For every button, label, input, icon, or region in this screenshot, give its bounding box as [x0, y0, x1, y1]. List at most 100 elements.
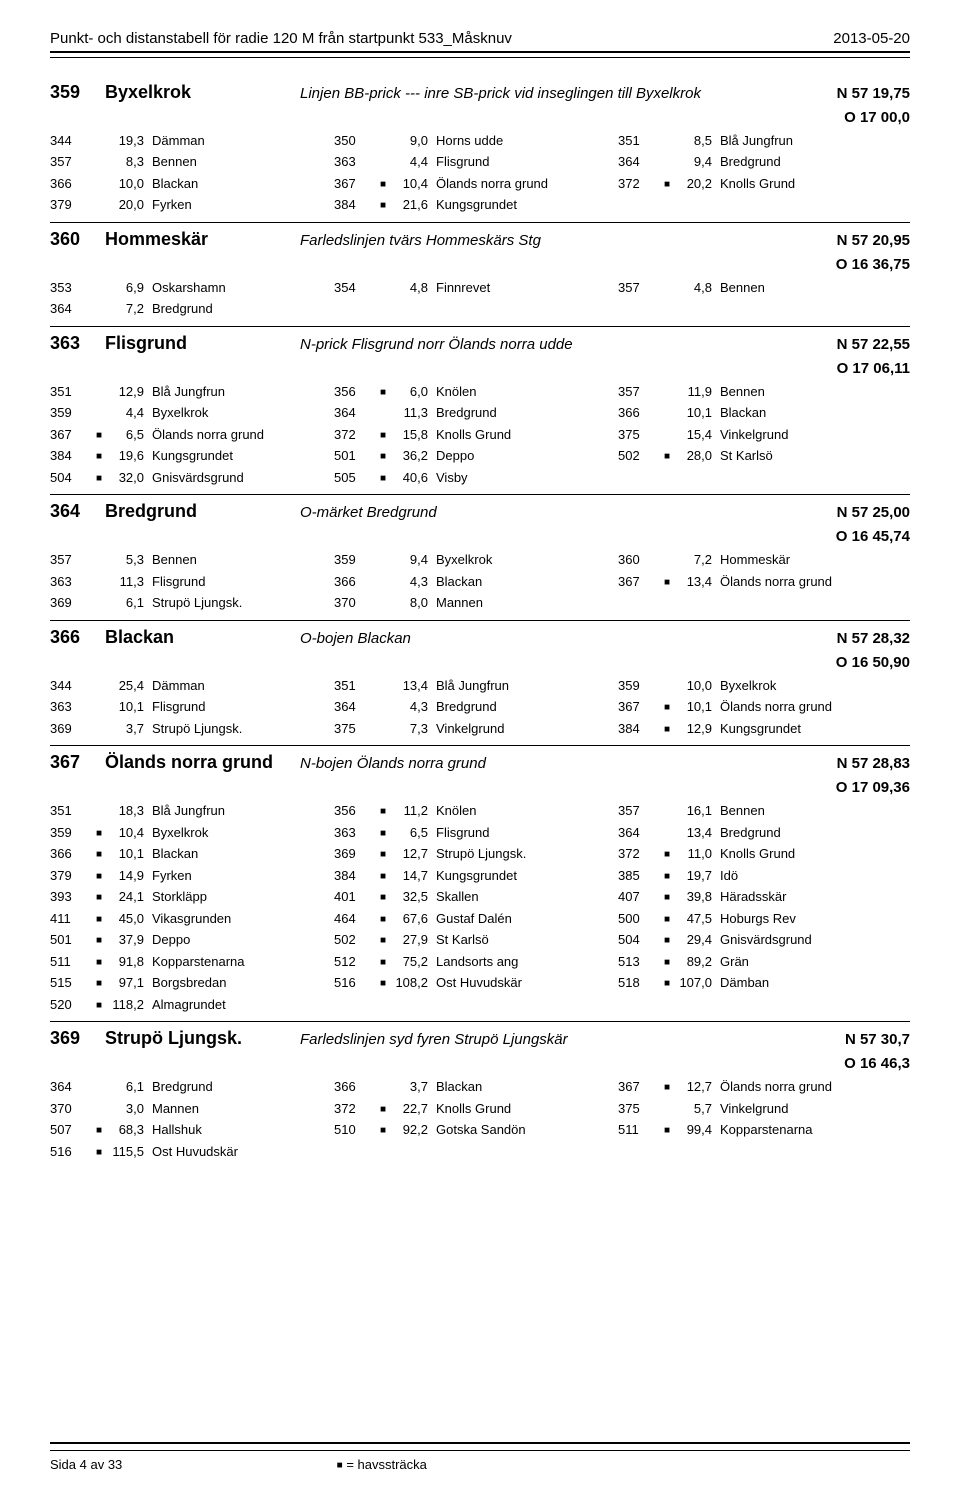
cell-id: 344 [50, 130, 92, 151]
table-row: 36310,1Flisgrund3644,3Bredgrund367■10,1Ö… [50, 696, 910, 718]
data-cell: 3664,3Blackan [334, 571, 618, 593]
cell-id: 372 [334, 424, 376, 445]
cell-distance: 15,4 [674, 424, 718, 445]
data-cell: 502■28,0St Karlsö [618, 445, 902, 467]
sea-mark-icon: ■ [660, 700, 674, 717]
cell-name: Horns udde [434, 130, 618, 151]
cell-id: 366 [50, 843, 92, 864]
section: 369Strupö Ljungsk.Farledslinjen syd fyre… [50, 1021, 910, 1162]
section-coord-o: O 16 36,75 [50, 256, 910, 273]
header-title: Punkt- och distanstabell för radie 120 M… [50, 30, 512, 47]
cell-id: 379 [50, 865, 92, 886]
cell-distance: 10,1 [106, 696, 150, 717]
cell-name: Bredgrund [434, 402, 618, 423]
data-cell: 34425,4Dämman [50, 675, 334, 696]
cell-name: Borgsbredan [150, 972, 334, 993]
section-description: Farledslinjen tvärs Hommeskärs Stg [300, 232, 837, 249]
cell-id: 507 [50, 1119, 92, 1140]
sea-mark-icon: ■ [660, 575, 674, 592]
cell-name: Gotska Sandön [434, 1119, 618, 1140]
cell-id: 357 [618, 381, 660, 402]
section-header: 369Strupö Ljungsk.Farledslinjen syd fyre… [50, 1028, 910, 1049]
cell-name: Knölen [434, 381, 618, 402]
section-name: Blackan [105, 627, 300, 648]
cell-id: 357 [50, 151, 92, 172]
section-description: N-prick Flisgrund norr Ölands norra udde [300, 336, 837, 353]
sea-mark-icon: ■ [376, 177, 390, 194]
cell-distance: 36,2 [390, 445, 434, 466]
sea-mark-icon: ■ [92, 998, 106, 1015]
cell-name: Bredgrund [718, 151, 902, 172]
table-row: 384■19,6Kungsgrundet501■36,2Deppo502■28,… [50, 445, 910, 467]
cell-name: Bennen [150, 151, 334, 172]
cell-name: Vinkelgrund [718, 1098, 902, 1119]
sea-mark-icon: ■ [92, 428, 106, 445]
cell-distance: 10,0 [674, 675, 718, 696]
data-cell: 513■89,2Grän [618, 951, 902, 973]
cell-name: Almagrundet [150, 994, 334, 1015]
data-cell: 384■19,6Kungsgrundet [50, 445, 334, 467]
cell-id: 385 [618, 865, 660, 886]
header-date: 2013-05-20 [833, 30, 910, 47]
header-rule [50, 57, 910, 58]
cell-id: 364 [334, 402, 376, 423]
cell-name: Kungsgrundet [434, 194, 618, 215]
data-cell: 3693,7Strupö Ljungsk. [50, 718, 334, 740]
cell-distance: 11,3 [106, 571, 150, 592]
cell-distance: 8,0 [390, 592, 434, 613]
section-coord-n: N 57 28,83 [837, 755, 910, 772]
section-coord-o: O 17 00,0 [50, 109, 910, 126]
cell-distance: 97,1 [106, 972, 150, 993]
cell-id: 367 [334, 173, 376, 194]
cell-distance: 37,9 [106, 929, 150, 950]
sea-mark-icon: ■ [376, 1102, 390, 1119]
cell-distance: 4,8 [390, 277, 434, 298]
cell-name: Flisgrund [150, 696, 334, 717]
cell-id: 369 [50, 718, 92, 739]
sea-mark-icon: ■ [660, 869, 674, 886]
cell-distance: 89,2 [674, 951, 718, 972]
cell-id: 366 [50, 173, 92, 194]
cell-name: Dämban [718, 972, 902, 993]
data-cell: 369■12,7Strupö Ljungsk. [334, 843, 618, 865]
cell-distance: 8,3 [106, 151, 150, 172]
table-row: 411■45,0Vikasgrunden464■67,6Gustaf Dalén… [50, 908, 910, 930]
cell-distance: 107,0 [674, 972, 718, 993]
section-id: 364 [50, 501, 105, 522]
sea-mark-icon: ■ [660, 890, 674, 907]
cell-id: 360 [618, 549, 660, 570]
table-row: 3693,7Strupö Ljungsk.3757,3Vinkelgrund38… [50, 718, 910, 740]
cell-id: 367 [618, 696, 660, 717]
cell-name: Dämman [150, 130, 334, 151]
section-header: 367Ölands norra grundN-bojen Ölands norr… [50, 752, 910, 773]
sea-mark-icon: ■ [92, 826, 106, 843]
table-row: 359■10,4Byxelkrok363■6,5Flisgrund36413,4… [50, 822, 910, 844]
section: 364BredgrundO-märket BredgrundN 57 25,00… [50, 494, 910, 613]
cell-name: Blå Jungfrun [150, 381, 334, 402]
cell-id: 364 [334, 696, 376, 717]
sea-mark-icon: ■ [376, 976, 390, 993]
sea-mark-icon: ■ [660, 847, 674, 864]
sea-mark-icon: ■ [92, 847, 106, 864]
section-coord-o: O 16 46,3 [50, 1055, 910, 1072]
sea-mark-icon: ■ [376, 955, 390, 972]
data-cell: 367■12,7Ölands norra grund [618, 1076, 902, 1098]
cell-id: 500 [618, 908, 660, 929]
cell-distance: 5,7 [674, 1098, 718, 1119]
data-cell: 36411,3Bredgrund [334, 402, 618, 423]
cell-distance: 7,2 [674, 549, 718, 570]
section-coord-n: N 57 19,75 [837, 85, 910, 102]
data-cell: 36413,4Bredgrund [618, 822, 902, 844]
cell-distance: 32,5 [390, 886, 434, 907]
cell-distance: 14,9 [106, 865, 150, 886]
cell-distance: 7,3 [390, 718, 434, 739]
cell-distance: 13,4 [674, 571, 718, 592]
data-cell: 36610,0Blackan [50, 173, 334, 195]
section: 366BlackanO-bojen BlackanN 57 28,32O 16 … [50, 620, 910, 739]
cell-distance: 10,1 [106, 843, 150, 864]
cell-id: 366 [334, 571, 376, 592]
cell-distance: 11,9 [674, 381, 718, 402]
table-row: 507■68,3Hallshuk510■92,2Gotska Sandön511… [50, 1119, 910, 1141]
section-coord-o: O 17 06,11 [50, 360, 910, 377]
data-cell: 385■19,7Idö [618, 865, 902, 887]
